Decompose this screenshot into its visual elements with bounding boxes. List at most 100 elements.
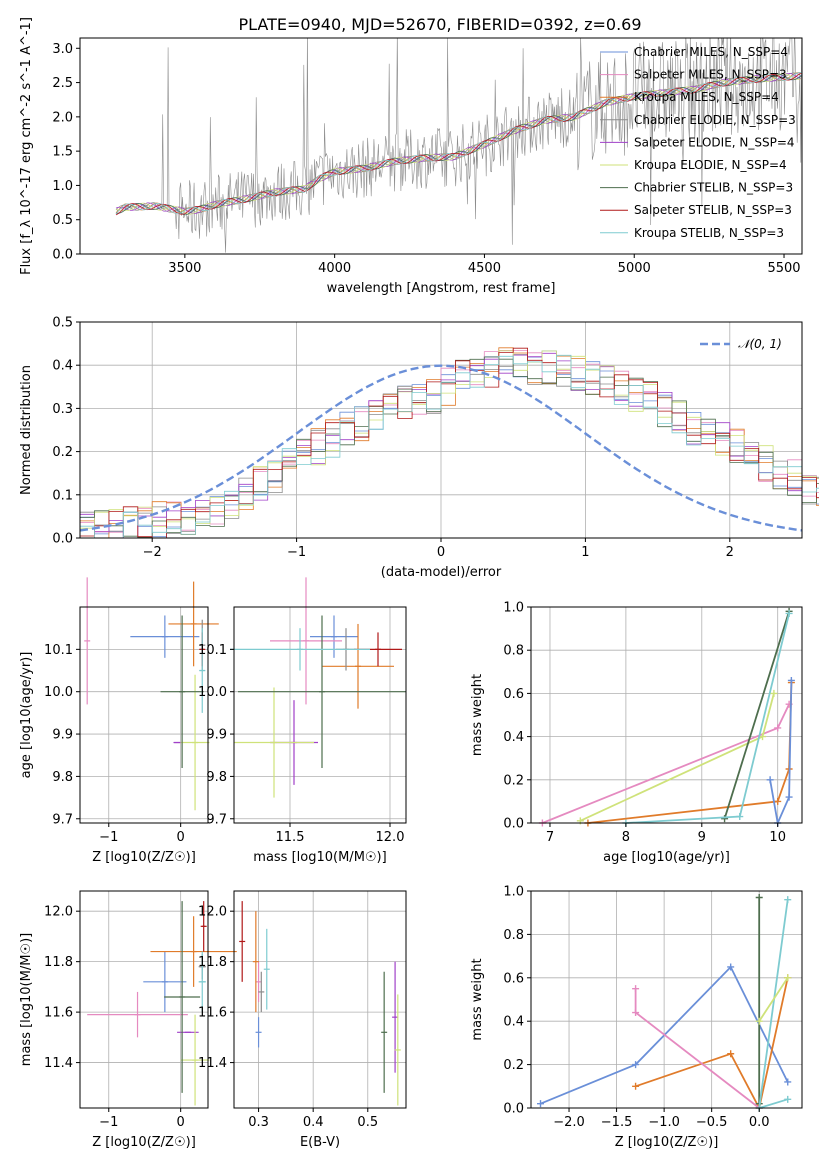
- weight-point-marker: [632, 985, 640, 993]
- y-tick-label: 2.0: [52, 110, 73, 125]
- residual-histogram: [80, 350, 819, 538]
- y-tick-label: 0.3: [52, 402, 73, 417]
- x-axis-label: Z [log10(Z/Z☉)]: [92, 850, 196, 865]
- y-tick-label: 0.8: [503, 928, 524, 943]
- x-tick-label: 8: [622, 830, 630, 845]
- legend-label: Chabrier ELODIE, N_SSP=3: [634, 113, 796, 127]
- weight-point-marker: [766, 776, 774, 784]
- legend-label: Salpeter ELODIE, N_SSP=4: [634, 135, 795, 149]
- model-spectrum-line: [115, 72, 802, 214]
- weight-point-marker: [721, 815, 729, 823]
- y-tick-label: 0.4: [52, 359, 73, 374]
- axes-frame: [79, 37, 803, 255]
- weight-series-line: [635, 977, 789, 1111]
- y-tick-label: 0.2: [52, 445, 73, 460]
- x-tick-label: −1: [99, 830, 118, 845]
- y-tick-label: 1.5: [52, 145, 73, 160]
- weight-point-marker: [736, 813, 744, 821]
- y-tick-label: 0.4: [503, 1015, 524, 1030]
- weight-point-marker: [727, 963, 735, 971]
- y-axis-label: mass weight: [470, 674, 485, 756]
- weight-point-marker: [770, 689, 778, 697]
- y-tick-label: 10.1: [198, 643, 227, 658]
- x-tick-label: 1: [581, 545, 589, 560]
- y-tick-label: 9.7: [206, 812, 227, 827]
- legend-label: Kroupa MILES, N_SSP=4: [634, 90, 779, 104]
- weight-point-marker: [632, 1082, 640, 1090]
- x-tick-label: 0.5: [357, 1115, 378, 1130]
- weight-point-marker: [632, 1061, 640, 1069]
- weight-point-marker: [537, 1100, 545, 1108]
- weight-point-marker: [727, 1050, 735, 1058]
- x-tick-label: 0.0: [749, 1115, 770, 1130]
- x-tick-label: −1: [99, 1115, 118, 1130]
- weight-series-line: [625, 613, 790, 824]
- x-tick-label: 0: [177, 830, 185, 845]
- x-axis-label: Z [log10(Z/Z☉)]: [615, 1135, 719, 1150]
- y-tick-label: 0.1: [52, 488, 73, 503]
- weight-point-marker: [784, 1095, 792, 1103]
- legend-label: Salpeter MILES, N_SSP=3: [634, 68, 787, 82]
- weight-point-marker: [774, 724, 782, 732]
- y-tick-label: 0.0: [503, 1102, 524, 1117]
- residual-histogram: [80, 352, 819, 539]
- y-tick-label: 0.2: [503, 773, 524, 788]
- x-tick-label: −0.5: [696, 1115, 728, 1130]
- weight-point-marker: [755, 894, 763, 902]
- weight-point-marker: [785, 609, 793, 617]
- axes-frame: [79, 606, 209, 824]
- model-spectrum-line: [115, 72, 802, 214]
- x-tick-label: 12.0: [376, 830, 405, 845]
- age-vs-mass-panel: 11.5 12.0 9.7 9.8 9.9 10.0 10.1 mass [log10(M/M…: [198, 577, 407, 865]
- residuals-panel: 𝒩(0, 1) −2 −1 0 1 2 0.0 0.1 0.2 0.3 0.4 0.5 (data-mo…: [19, 316, 819, 580]
- mass-vs-ebv-panel: 0.3 0.4 0.5 11.4 11.6 11.8 12.0 E(B-V): [198, 890, 407, 1150]
- x-axis-label: Z [log10(Z/Z☉)]: [92, 1135, 196, 1150]
- spectrum-panel: Chabrier MILES, N_SSP=4 Salpeter MILES, N…: [19, 17, 803, 296]
- x-tick-label: −1: [287, 545, 306, 560]
- axes-frame: [530, 606, 803, 824]
- weight-vs-age-panel: 7 8 9 10 0.0 0.2 0.4 0.6 0.8 1.0 age [log10(age/yr…: [470, 601, 803, 865]
- weight-series-line: [769, 680, 793, 827]
- legend-label: Kroupa STELIB, N_SSP=3: [634, 226, 784, 240]
- weight-vs-metallicity-panel: −2.0 −1.5 −1.0 −0.5 0.0 0.0 0.2 0.4 0.6 0.8 1.0 Z […: [470, 885, 803, 1150]
- axes-frame: [233, 890, 407, 1109]
- y-axis-label: mass weight: [470, 958, 485, 1040]
- y-axis-label: Flux [f_λ 10^-17 erg cm^-2 s^-1 A^-1]: [19, 17, 34, 275]
- y-tick-label: 0.0: [52, 532, 73, 547]
- y-tick-label: 10.1: [44, 643, 73, 658]
- model-spectrum-line: [115, 72, 802, 216]
- x-axis-label: wavelength [Angstrom, rest frame]: [327, 281, 556, 296]
- weight-series-line: [758, 899, 789, 1110]
- x-axis-label: (data-model)/error: [381, 565, 502, 580]
- x-tick-label: −1.5: [601, 1115, 633, 1130]
- x-tick-label: −1.0: [648, 1115, 680, 1130]
- legend-label: Chabrier STELIB, N_SSP=3: [634, 181, 793, 195]
- weight-point-marker: [787, 676, 795, 684]
- model-spectrum-line: [115, 73, 802, 216]
- y-tick-label: 0.4: [503, 730, 524, 745]
- y-tick-label: 10.0: [198, 685, 227, 700]
- y-tick-label: 0.2: [503, 1058, 524, 1073]
- normal-distribution-curve: [79, 364, 803, 532]
- mass-vs-metallicity-panel: −1 0 11.4 11.6 11.8 12.0 Z [log10(Z/Z☉)] mass […: [19, 890, 237, 1150]
- axes-frame: [79, 890, 209, 1109]
- y-tick-label: 12.0: [198, 905, 227, 920]
- y-tick-label: 9.8: [206, 770, 227, 785]
- y-tick-label: 0.5: [52, 316, 73, 331]
- y-tick-label: 11.6: [198, 1006, 227, 1021]
- weight-point-marker: [785, 793, 793, 801]
- residual-histogram: [80, 354, 819, 539]
- residual-histogram: [80, 347, 819, 539]
- weight-point-marker: [784, 896, 792, 904]
- weight-series-line: [758, 977, 789, 1022]
- x-tick-label: 2: [726, 545, 734, 560]
- residual-histogram: [80, 350, 819, 539]
- weight-series-line: [579, 693, 775, 822]
- y-tick-label: 11.4: [198, 1056, 227, 1071]
- y-axis-label: mass [log10(M/M☉)]: [19, 933, 34, 1066]
- x-tick-label: 3500: [168, 261, 201, 276]
- x-tick-label: −2.0: [553, 1115, 585, 1130]
- weight-point-marker: [784, 974, 792, 982]
- y-tick-label: 1.0: [503, 601, 524, 616]
- y-tick-label: 11.6: [44, 1006, 73, 1021]
